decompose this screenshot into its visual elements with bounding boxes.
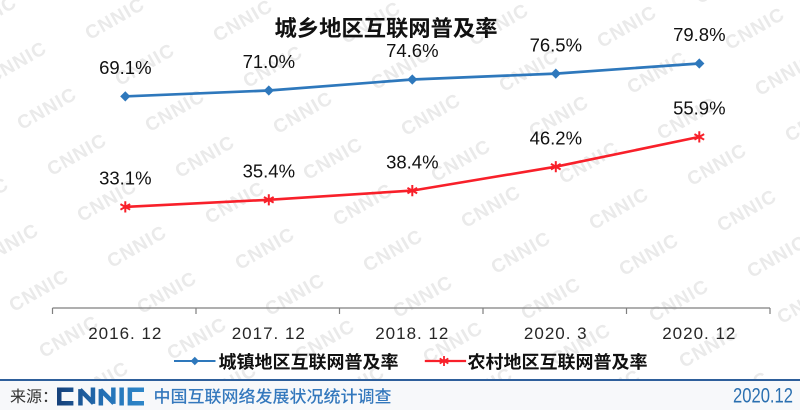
svg-text:69.1%: 69.1%	[99, 57, 151, 78]
svg-text:2020.12: 2020.12	[733, 383, 793, 407]
svg-text:55.9%: 55.9%	[673, 98, 725, 119]
svg-text:76.5%: 76.5%	[530, 34, 582, 55]
svg-text:46.2%: 46.2%	[530, 127, 582, 148]
svg-text:38.4%: 38.4%	[386, 151, 438, 172]
svg-text:71.0%: 71.0%	[243, 51, 295, 72]
svg-text:2017. 12: 2017. 12	[232, 324, 306, 343]
svg-text:2020. 12: 2020. 12	[662, 324, 736, 343]
svg-text:35.4%: 35.4%	[243, 161, 295, 182]
svg-text:79.8%: 79.8%	[673, 24, 725, 45]
svg-text:74.6%: 74.6%	[386, 40, 438, 61]
svg-text:2016. 12: 2016. 12	[88, 324, 162, 343]
svg-text:33.1%: 33.1%	[99, 168, 151, 189]
svg-text:2020. 3: 2020. 3	[524, 324, 588, 343]
svg-text:2018. 12: 2018. 12	[375, 324, 449, 343]
